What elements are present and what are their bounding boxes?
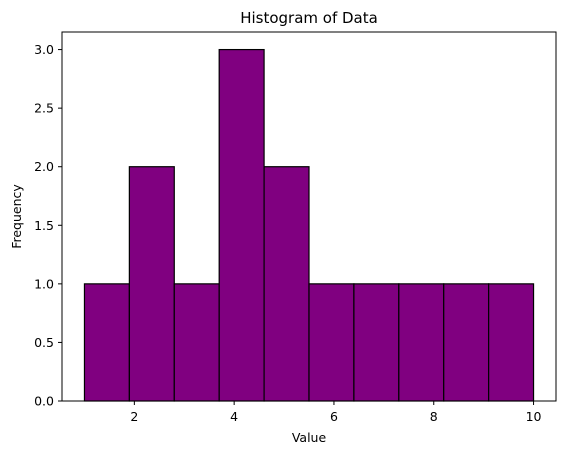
x-tick-label: 2 <box>130 409 138 424</box>
y-tick-label: 0.0 <box>34 394 54 409</box>
histogram-bar <box>83 283 130 402</box>
y-tick-label: 2.5 <box>34 101 54 116</box>
x-tick-label: 6 <box>330 409 338 424</box>
histogram-bar <box>218 48 265 402</box>
histogram-bar <box>263 166 310 402</box>
x-tick-label: 8 <box>430 409 438 424</box>
y-tick-label: 0.5 <box>34 335 54 350</box>
y-tick-label: 3.0 <box>34 42 54 57</box>
histogram-bar <box>443 283 490 402</box>
y-axis-label: Frequency <box>9 184 24 249</box>
histogram-bar <box>488 283 535 402</box>
chart-title: Histogram of Data <box>240 9 378 27</box>
histogram-bar <box>128 166 175 402</box>
y-tick-label: 2.0 <box>34 159 54 174</box>
bars-layer <box>83 48 535 402</box>
plot-frame <box>61 31 557 402</box>
x-tick-label: 4 <box>230 409 238 424</box>
histogram-bar <box>353 283 400 402</box>
histogram-bar <box>308 283 355 402</box>
histogram-bar <box>173 283 220 402</box>
histogram-bar <box>398 283 445 402</box>
x-tick-label: 10 <box>526 409 542 424</box>
x-axis-label: Value <box>292 430 327 445</box>
y-tick-label: 1.5 <box>34 218 54 233</box>
y-tick-label: 1.0 <box>34 276 54 291</box>
ticks-layer: 2 4 6 8 10 0.0 0.5 1.0 1.5 2.0 2.5 3.0 <box>34 42 541 424</box>
